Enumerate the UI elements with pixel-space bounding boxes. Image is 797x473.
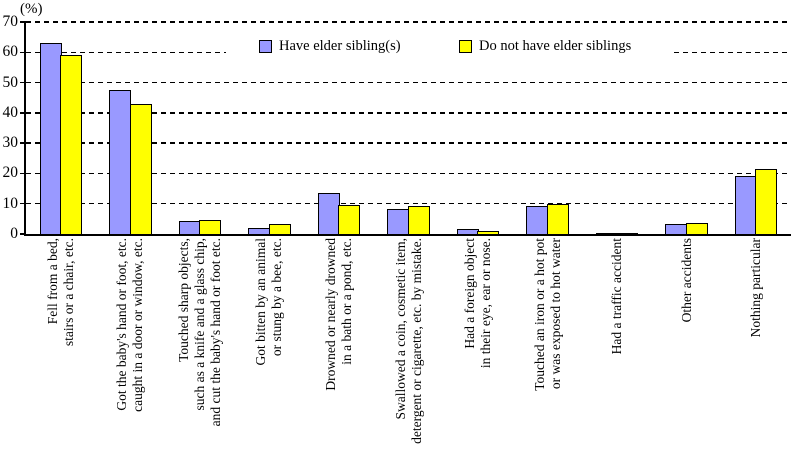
category-label: Nothing particular (748, 238, 764, 338)
bar-have-elder-siblings (526, 205, 549, 234)
bar-no-elder-siblings (616, 233, 639, 234)
bar-group (721, 22, 791, 234)
y-tick-label: 40 (2, 103, 19, 121)
bar-have-elder-siblings (734, 175, 757, 234)
bar-no-elder-siblings (477, 230, 500, 234)
category-label: Fell from a bed, stairs or a chair, etc. (44, 238, 76, 347)
y-tick-label: 0 (10, 225, 18, 242)
bar-have-elder-siblings (387, 208, 410, 234)
category-cell: Drowned or nearly drowned in a bath or a… (304, 238, 374, 472)
y-axis-tick (20, 112, 26, 114)
bar-no-elder-siblings (546, 203, 569, 234)
bar-no-elder-siblings (407, 206, 430, 234)
bar-no-elder-siblings (755, 169, 778, 234)
bar-group (26, 22, 96, 234)
category-cell: Nothing particular (721, 238, 791, 472)
y-axis-unit-label: (%) (20, 1, 43, 17)
category-label: Had a foreign object in their eye, ear o… (462, 238, 494, 369)
legend-swatch-have-elder-siblings (259, 39, 272, 53)
bar-have-elder-siblings (456, 229, 479, 234)
bar-group (513, 22, 583, 234)
y-axis-tick (20, 51, 26, 54)
category-cell: Got the baby's hand or foot, etc. caught… (96, 238, 166, 472)
category-label: Swallowed a coin, cosmetic item, deterge… (392, 238, 424, 444)
bar-no-elder-siblings (268, 224, 291, 234)
bar-group (443, 22, 513, 234)
category-label: Touched an iron or a hot pot or was expo… (531, 238, 563, 391)
legend-entry-have-elder-siblings: Have elder sibling(s) (259, 33, 401, 59)
category-label: Got bitten by an animal or stung by a be… (253, 238, 285, 366)
bars-row (26, 22, 791, 234)
category-label: Had a traffic accident (609, 238, 625, 355)
bar-have-elder-siblings (317, 193, 340, 234)
y-tick-label: 10 (2, 194, 19, 212)
y-tick-label: 30 (2, 134, 19, 152)
gridline (26, 21, 791, 23)
category-cell: Touched sharp objects, such as a knife a… (165, 238, 235, 472)
gridline (26, 81, 791, 84)
category-label: Touched sharp objects, such as a knife a… (175, 238, 223, 427)
bar-group (96, 22, 166, 234)
legend-label-have-elder-siblings: Have elder sibling(s) (279, 37, 401, 54)
gridline (26, 142, 791, 144)
bar-group (235, 22, 305, 234)
y-tick-label: 60 (2, 43, 19, 61)
gridline (26, 202, 791, 205)
bar-group (582, 22, 652, 234)
category-cell: Had a foreign object in their eye, ear o… (443, 238, 513, 472)
y-tick-label: 20 (2, 164, 19, 182)
legend: Have elder sibling(s) Do not have elder … (226, 33, 670, 59)
gridline (26, 172, 791, 175)
y-axis-tick (20, 142, 26, 144)
y-axis-tick (20, 172, 26, 175)
bar-have-elder-siblings (665, 224, 688, 234)
category-cell: Touched an iron or a hot pot or was expo… (513, 238, 583, 472)
category-cell: Other accidents (652, 238, 722, 472)
category-cell: Got bitten by an animal or stung by a be… (235, 238, 305, 472)
bar-have-elder-siblings (39, 43, 62, 234)
bar-have-elder-siblings (595, 233, 618, 234)
category-cell: Swallowed a coin, cosmetic item, deterge… (374, 238, 444, 472)
legend-label-no-elder-siblings: Do not have elder siblings (479, 37, 632, 54)
bar-group (304, 22, 374, 234)
legend-entry-no-elder-siblings: Do not have elder siblings (459, 33, 631, 59)
bar-no-elder-siblings (199, 219, 222, 234)
y-axis-tick (20, 233, 26, 235)
y-tick-label: 50 (2, 73, 19, 91)
plot-area: Have elder sibling(s) Do not have elder … (20, 21, 791, 236)
legend-swatch-no-elder-siblings (459, 39, 472, 53)
category-label: Drowned or nearly drowned in a bath or a… (322, 238, 354, 391)
bar-group (374, 22, 444, 234)
bar-group (165, 22, 235, 234)
x-labels-row: Fell from a bed, stairs or a chair, etc.… (26, 238, 791, 472)
bar-no-elder-siblings (60, 55, 83, 234)
category-cell: Had a traffic accident (582, 238, 652, 472)
bar-have-elder-siblings (178, 220, 201, 234)
bar-have-elder-siblings (109, 90, 132, 234)
gridline (26, 112, 791, 114)
category-cell: Fell from a bed, stairs or a chair, etc. (26, 238, 96, 472)
bar-have-elder-siblings (248, 228, 271, 234)
bar-no-elder-siblings (338, 204, 361, 234)
category-label: Got the baby's hand or foot, etc. caught… (114, 238, 146, 412)
bar-group (652, 22, 722, 234)
y-axis-tick (20, 81, 26, 84)
y-axis-tick (20, 21, 26, 23)
y-tick-label: 70 (2, 13, 19, 30)
bar-no-elder-siblings (685, 223, 708, 234)
category-label: Other accidents (678, 238, 694, 323)
y-axis-tick (20, 202, 26, 205)
bar-no-elder-siblings (129, 103, 152, 234)
